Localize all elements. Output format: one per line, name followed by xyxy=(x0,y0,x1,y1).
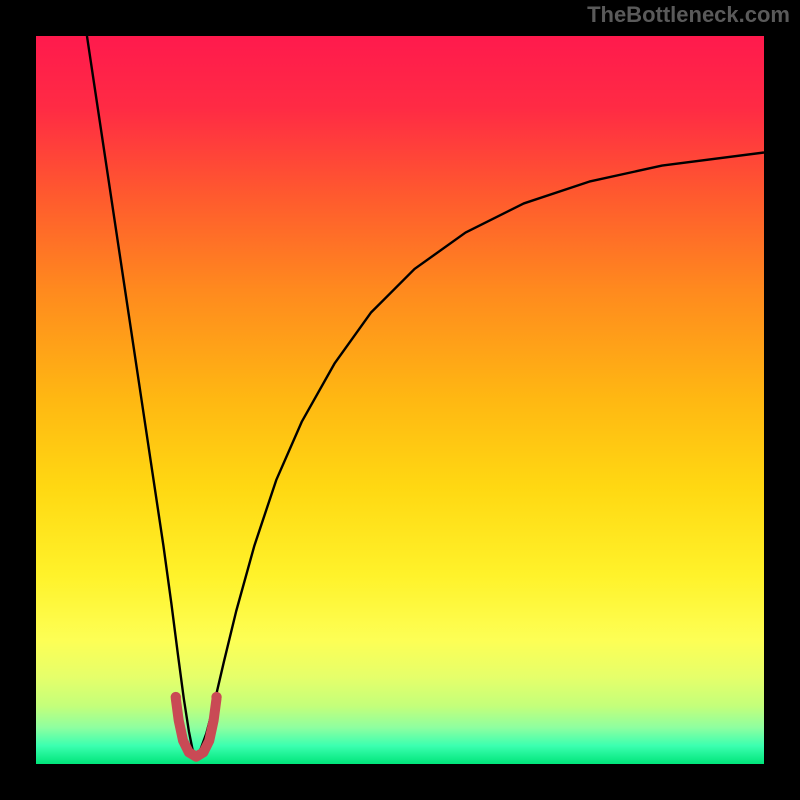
marker-u-shape xyxy=(176,698,217,756)
curve-layer xyxy=(36,36,764,764)
bottleneck-curve xyxy=(87,36,764,755)
marker-dot-0 xyxy=(171,692,181,702)
watermark-label: TheBottleneck.com xyxy=(587,2,790,28)
marker-dot-1 xyxy=(211,692,221,702)
chart-frame: TheBottleneck.com xyxy=(0,0,800,800)
plot-area xyxy=(36,36,764,764)
